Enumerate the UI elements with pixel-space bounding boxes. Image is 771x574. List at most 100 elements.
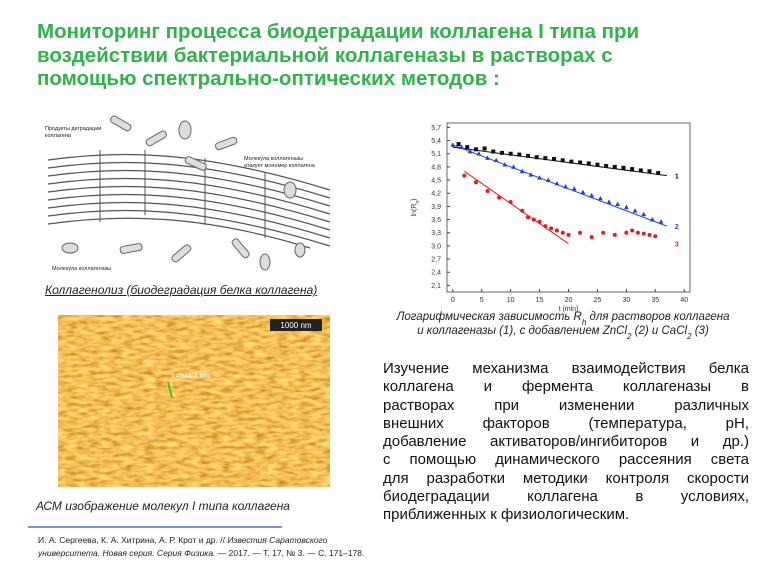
collagen-diagram (47, 115, 331, 271)
reference: И. А. Сергеева, К. А. Хитрина, А. Р. Кро… (38, 534, 364, 560)
measure-label: L=344.3 nm (172, 373, 209, 380)
figure-label: атакует мономер коллагена (244, 163, 316, 169)
data-point (658, 219, 664, 224)
title-line: помощью спектрально-оптических методов : (37, 67, 500, 90)
data-point (589, 235, 594, 240)
y-tick-label: 5,7 (431, 125, 441, 132)
data-point (630, 167, 635, 172)
text-line: биодеградации коллагена в условиях, (383, 488, 749, 506)
y-tick-label: 4,5 (431, 178, 441, 185)
data-point (571, 186, 577, 191)
text-line: растворах при изменении различных (383, 396, 749, 414)
slide-title: Мониторинг процесса биодеградации коллаг… (37, 20, 639, 91)
series-label: 2 (675, 224, 679, 231)
data-point (552, 156, 557, 161)
data-point (508, 200, 513, 205)
data-point (450, 142, 456, 147)
data-point (526, 215, 530, 220)
y-tick-label: 3,3 (431, 230, 441, 237)
data-point (482, 146, 487, 151)
y-tick-label: 4,8 (431, 164, 441, 171)
text-line: Изучение механизма взаимодействия белка (383, 360, 749, 377)
y-tick-label: 4,2 (431, 191, 441, 198)
data-point (595, 162, 600, 167)
text-line: добавление активаторов/ингибиторов и др.… (383, 433, 749, 451)
y-tick-label: 2,1 (431, 283, 441, 290)
data-point (615, 201, 621, 207)
data-point (624, 230, 629, 235)
data-point (580, 189, 586, 195)
data-point (456, 142, 461, 147)
caption-part: для растворов коллагена (586, 311, 729, 323)
data-point (632, 208, 638, 213)
data-point (560, 158, 565, 163)
x-tick-label: 40 (680, 297, 688, 304)
data-point (630, 228, 635, 233)
data-point (517, 152, 522, 157)
caption-part: (3) (692, 325, 709, 337)
y-tick-label: 2,4 (431, 270, 441, 277)
measure-line (167, 381, 173, 399)
reference-part: Известия Саратовского (227, 535, 328, 545)
data-point (476, 151, 482, 156)
figure-caption: Коллагенолиз (биодеградация белка коллаг… (45, 283, 318, 297)
data-point (543, 156, 548, 161)
x-axis-title: t (min) (559, 306, 579, 313)
data-point (549, 226, 554, 231)
data-point (569, 159, 574, 164)
data-point (499, 150, 504, 155)
data-point (656, 171, 661, 176)
data-point (537, 219, 542, 224)
data-point (641, 231, 646, 236)
data-point (647, 232, 652, 237)
data-point (586, 161, 591, 166)
text-line: приближенных к физиологическим. (383, 506, 630, 524)
figure-label: Продукты деградации (45, 126, 101, 132)
series-label: 1 (675, 174, 679, 181)
data-point (528, 172, 534, 177)
data-point (537, 175, 542, 180)
data-point (589, 192, 595, 198)
chart-caption: и коллагеназы (1), с добавлением ZnCl2 (… (417, 325, 709, 341)
caption-part: и коллагеназы (1), с добавлением ZnCl (417, 325, 627, 337)
data-point (526, 153, 530, 158)
data-point (502, 162, 508, 167)
x-tick-label: 25 (594, 297, 602, 304)
data-point (649, 216, 655, 222)
description: Изучение механизма взаимодействия белка к… (383, 360, 749, 525)
series-label: 3 (675, 242, 679, 249)
y-tick-label: 3,0 (431, 243, 441, 250)
reference-part: — 2017. — Т. 17, № 3. — С. 171–178. (215, 548, 365, 558)
y-tick-label: 3,6 (431, 217, 441, 224)
figure-caption: АСМ изображение молекул I типа коллагена (36, 499, 290, 513)
reference-line: университета. Новая серия. Серия Физика.… (38, 547, 364, 560)
title-line: Мониторинг процесса биодеградации коллаг… (37, 20, 640, 43)
data-point (462, 173, 467, 178)
caption-part: (2) и CaCl (631, 325, 687, 337)
caption-part: h (582, 318, 587, 327)
afm-image (58, 315, 330, 487)
data-point (623, 204, 629, 210)
x-tick-label: 10 (507, 297, 515, 304)
data-point (473, 147, 478, 152)
data-point (578, 230, 583, 235)
data-point (534, 155, 539, 160)
data-point (653, 234, 658, 239)
x-tick-label: 35 (651, 297, 659, 304)
fit-line (464, 170, 569, 245)
text-line: внешних факторов (температура, pH, (383, 414, 749, 432)
data-point (543, 224, 548, 229)
data-point (554, 180, 560, 186)
data-point (621, 165, 626, 170)
text-line: для разработки методики контроля скорост… (383, 469, 749, 487)
y-axis-title-part: h (415, 201, 421, 204)
reference-line: И. А. Сергеева, К. А. Хитрина, А. Р. Кро… (38, 534, 364, 547)
data-point (554, 228, 559, 233)
y-axis-title-part: ln(R (411, 204, 418, 217)
data-point (467, 148, 473, 154)
caption-part: Логарифмическая зависимость R (395, 311, 581, 323)
reference-part: И. А. Сергеева, К. А. Хитрина, А. Р. Кро… (38, 535, 228, 545)
x-tick-label: 5 (480, 297, 484, 304)
